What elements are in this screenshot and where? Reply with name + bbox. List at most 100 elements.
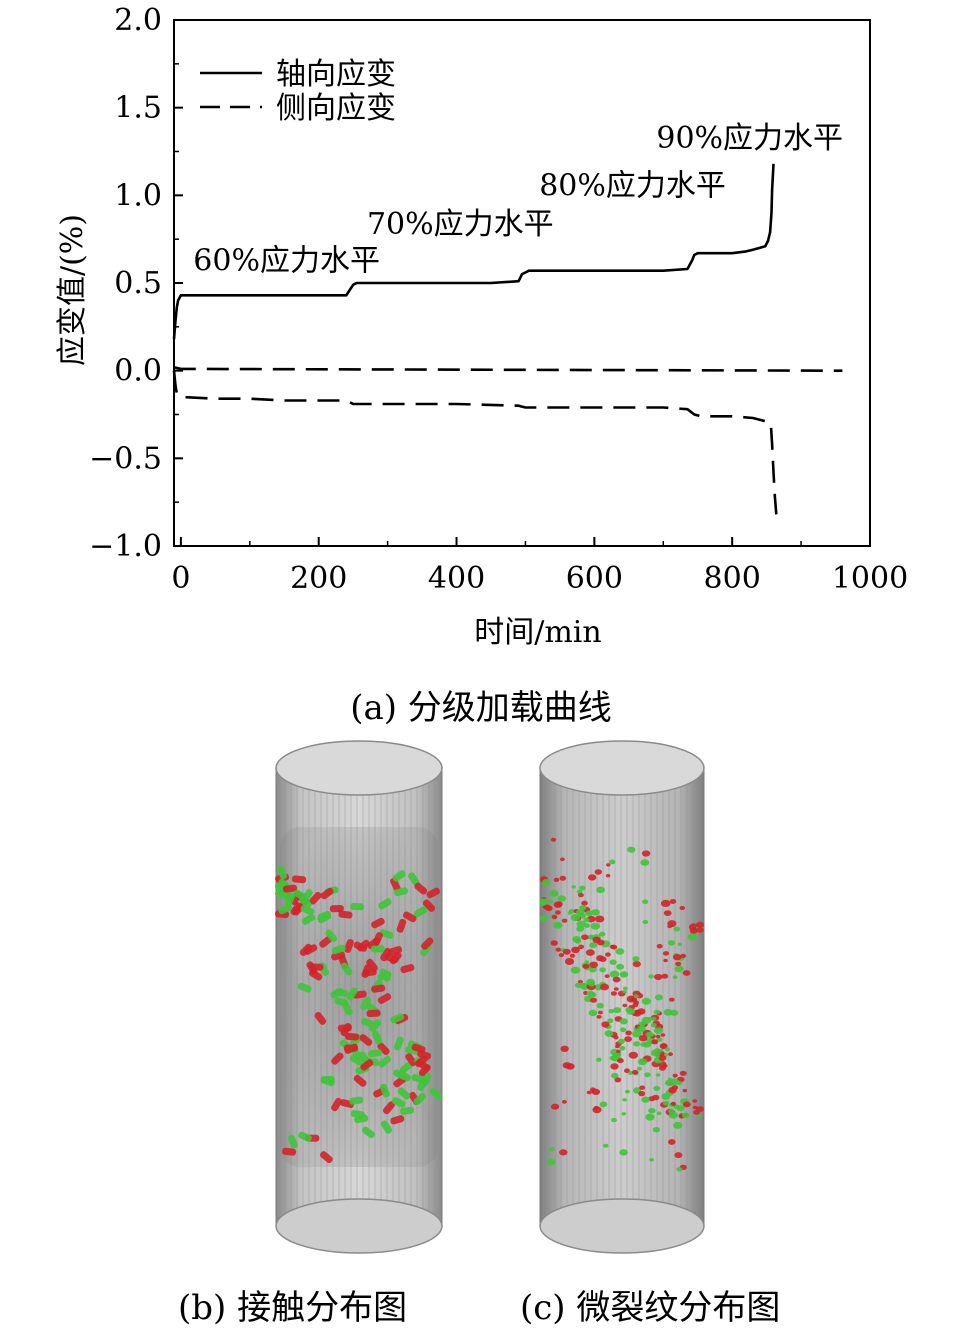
microcrack-particle (592, 936, 601, 943)
microcrack-particle (578, 944, 585, 949)
contact-particle (413, 1092, 426, 1106)
contact-particle (297, 982, 312, 993)
contact-particle (417, 1050, 432, 1060)
microcrack-particle (543, 904, 551, 910)
contact-particle (416, 1059, 430, 1071)
microcrack-particle (632, 961, 641, 968)
contact-particle (361, 1017, 375, 1028)
microcrack-particle (622, 1003, 628, 1008)
contact-particle (393, 1036, 404, 1051)
microcrack-particle (662, 951, 670, 956)
microcrack-particle (597, 1010, 603, 1015)
microcrack-particle (660, 1033, 666, 1037)
microcrack-particle (627, 846, 636, 853)
microcrack-particle (617, 1038, 625, 1044)
microcrack-particle (668, 1052, 673, 1057)
contact-particle (301, 913, 316, 925)
microcrack-particle (589, 961, 598, 968)
contact-particle (400, 963, 415, 974)
microcrack-particle (630, 996, 638, 1002)
microcrack-particle (583, 923, 591, 928)
microcrack-particle (586, 990, 595, 997)
contact-particle (282, 884, 298, 893)
microcrack-particle (668, 1111, 678, 1119)
x-tick-label: 0 (171, 561, 190, 596)
contact-particle (331, 1052, 344, 1065)
microcrack-particle (693, 1109, 700, 1115)
microcrack-particle (628, 1051, 638, 1059)
microcrack-particle (665, 1079, 674, 1086)
legend-label: 侧向应变 (276, 91, 396, 126)
microcrack-particle (583, 917, 590, 923)
contact-particle (338, 910, 353, 919)
microcrack-particle (570, 914, 581, 922)
microcrack-particle (669, 997, 675, 1002)
microcrack-particle (641, 850, 651, 857)
cylinder-stripes (542, 768, 700, 1226)
microcrack-particle (692, 1099, 698, 1103)
contact-particle (360, 996, 372, 1011)
microcrack-particle (623, 986, 628, 991)
microcrack-particle (662, 1100, 670, 1106)
microcrack-particle (576, 909, 585, 916)
contact-particle (285, 892, 296, 907)
y-tick-label: 0.5 (114, 266, 162, 301)
microcrack-particle (568, 909, 575, 914)
microcrack-particle (609, 970, 620, 978)
microcrack-particle (667, 924, 673, 929)
microcrack-particles (539, 837, 704, 1172)
microcrack-particle (614, 1077, 622, 1083)
microcrack-particle (590, 1087, 596, 1092)
contact-distribution-render (274, 740, 443, 1254)
microcrack-particle (555, 947, 562, 952)
stress-level-annotation: 90%应力水平 (656, 121, 843, 156)
microcrack-particle (653, 1027, 663, 1034)
microcrack-particle (605, 952, 611, 957)
contact-particle (320, 1075, 335, 1084)
microcrack-particle (624, 1089, 630, 1094)
microcrack-particle (548, 1147, 555, 1152)
contact-particle (393, 887, 408, 897)
microcrack-particle (599, 931, 606, 937)
contact-particle (360, 1059, 374, 1071)
microcrack-particle (656, 943, 663, 949)
microcrack-particle (650, 1016, 657, 1021)
contact-particle (300, 904, 315, 916)
contact-particle (372, 1030, 383, 1045)
microcrack-particle (561, 1100, 567, 1104)
microcrack-particle (596, 1057, 602, 1062)
contact-particle (378, 898, 392, 910)
y-tick-label: −1.0 (89, 529, 162, 564)
contact-particle (343, 1044, 358, 1052)
microcrack-particle (560, 1045, 569, 1052)
microcrack-particle (608, 1009, 615, 1014)
microcrack-particle (599, 1101, 608, 1108)
microcrack-particle (651, 1023, 657, 1028)
contact-particle (371, 917, 385, 929)
microcrack-particle (616, 963, 625, 970)
contact-particle (353, 1074, 367, 1087)
microcrack-particle (595, 915, 605, 923)
contact-particle (390, 1013, 405, 1024)
contact-particle (371, 984, 386, 993)
microcrack-particle (661, 973, 669, 979)
microcrack-particle (677, 942, 683, 946)
microcrack-particle (634, 1009, 641, 1015)
contact-particle (379, 968, 391, 982)
microcrack-particle (655, 1034, 661, 1039)
microcrack-particle (619, 971, 629, 978)
microcrack-particle (604, 1030, 614, 1037)
microcrack-particle (648, 974, 654, 979)
contact-particle (309, 963, 324, 971)
microcrack-particle (550, 1103, 560, 1110)
x-axis-ticks: 0 200 400 600 800 1000 (171, 537, 908, 596)
contact-particle (346, 987, 358, 1001)
microcrack-particle (672, 975, 678, 979)
microcrack-particle (696, 927, 704, 933)
microcrack-particle (576, 889, 583, 894)
microcrack-particle (603, 1143, 609, 1148)
contact-particle (366, 958, 378, 972)
contact-particle (287, 1134, 298, 1149)
microcrack-particle (557, 895, 566, 902)
